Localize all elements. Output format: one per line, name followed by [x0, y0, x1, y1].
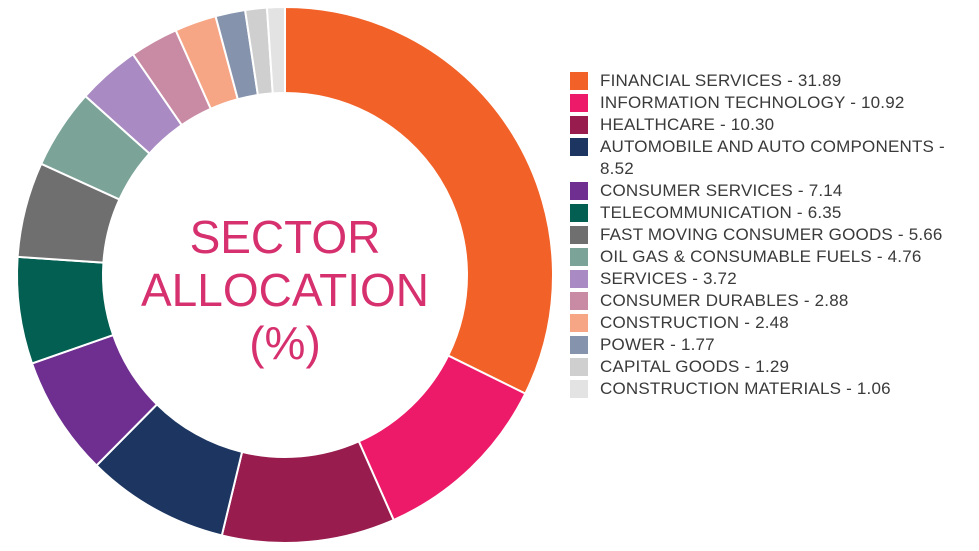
legend-value: 1.29 [755, 357, 790, 376]
legend-value: 1.06 [856, 379, 891, 398]
legend-swatch [570, 358, 588, 376]
legend-item: FAST MOVING CONSUMER GOODS - 5.66 [570, 224, 970, 246]
legend-label: CAPITAL GOODS - 1.29 [600, 357, 790, 376]
legend-label: FAST MOVING CONSUMER GOODS - 5.66 [600, 225, 943, 244]
legend-item: CONSUMER SERVICES - 7.14 [570, 180, 970, 202]
legend-category: CONSUMER DURABLES [600, 291, 799, 310]
legend-swatch [570, 380, 588, 398]
legend-label: FINANCIAL SERVICES - 31.89 [600, 71, 842, 90]
legend-item: FINANCIAL SERVICES - 31.89 [570, 70, 970, 92]
legend-swatch [570, 72, 588, 90]
legend-value: 10.30 [730, 115, 775, 134]
legend-label: CONSTRUCTION MATERIALS - 1.06 [600, 379, 891, 398]
legend-item: CONSTRUCTION MATERIALS - 1.06 [570, 378, 970, 400]
legend-item: CONSTRUCTION - 2.48 [570, 312, 970, 334]
donut-slice-13 [265, 5, 286, 95]
legend-swatch [570, 226, 588, 244]
legend-label: INFORMATION TECHNOLOGY - 10.92 [600, 93, 905, 112]
center-title-line-3: (%) [249, 317, 321, 369]
legend-category: CONSTRUCTION MATERIALS [600, 379, 842, 398]
legend-value: 4.76 [887, 247, 922, 266]
legend-category: CONSUMER SERVICES [600, 181, 793, 200]
legend-item: INFORMATION TECHNOLOGY - 10.92 [570, 92, 970, 114]
legend-item: HEALTHCARE - 10.30 [570, 114, 970, 136]
legend-label: TELECOMMUNICATION - 6.35 [600, 203, 842, 222]
legend-swatch [570, 204, 588, 222]
legend-label: CONSTRUCTION - 2.48 [600, 313, 789, 332]
legend-swatch [570, 138, 588, 156]
legend-item: AUTOMOBILE AND AUTO COMPONENTS - 8.52 [570, 136, 970, 180]
legend-label: OIL GAS & CONSUMABLE FUELS - 4.76 [600, 247, 922, 266]
legend-label: HEALTHCARE - 10.30 [600, 115, 775, 134]
legend-value: 6.35 [807, 203, 842, 222]
legend-label: POWER - 1.77 [600, 335, 715, 354]
legend-swatch [570, 94, 588, 112]
legend-category: CAPITAL GOODS [600, 357, 740, 376]
legend-label: SERVICES - 3.72 [600, 269, 737, 288]
center-title-line-2: ALLOCATION [141, 264, 429, 316]
legend-item: SERVICES - 3.72 [570, 268, 970, 290]
legend-label: CONSUMER SERVICES - 7.14 [600, 181, 843, 200]
legend-label: AUTOMOBILE AND AUTO COMPONENTS - 8.52 [600, 137, 945, 178]
legend-swatch [570, 270, 588, 288]
legend-category: SERVICES [600, 269, 688, 288]
donut-chart: SECTOR ALLOCATION (%) [16, 5, 554, 544]
center-title-line-1: SECTOR [190, 211, 381, 263]
legend-value: 5.66 [908, 225, 943, 244]
legend-swatch [570, 182, 588, 200]
legend-value: 1.77 [680, 335, 715, 354]
legend-item: CAPITAL GOODS - 1.29 [570, 356, 970, 378]
legend-value: 7.14 [808, 181, 843, 200]
legend-item: TELECOMMUNICATION - 6.35 [570, 202, 970, 224]
legend-category: INFORMATION TECHNOLOGY [600, 93, 846, 112]
legend-swatch [570, 116, 588, 134]
legend: FINANCIAL SERVICES - 31.89 INFORMATION TE… [570, 70, 970, 400]
legend-category: FINANCIAL SERVICES [600, 71, 783, 90]
donut-slice-0 [284, 5, 554, 395]
legend-category: CONSTRUCTION [600, 313, 740, 332]
legend-category: HEALTHCARE [600, 115, 716, 134]
legend-value: 2.88 [814, 291, 849, 310]
legend-item: POWER - 1.77 [570, 334, 970, 356]
legend-category: FAST MOVING CONSUMER GOODS [600, 225, 893, 244]
legend-value: 10.92 [860, 93, 905, 112]
legend-value: 31.89 [797, 71, 842, 90]
legend-label: CONSUMER DURABLES - 2.88 [600, 291, 849, 310]
legend-swatch [570, 336, 588, 354]
legend-category: POWER [600, 335, 666, 354]
legend-value: 8.52 [600, 159, 634, 178]
legend-swatch [570, 292, 588, 310]
legend-category: TELECOMMUNICATION [600, 203, 792, 222]
donut-slices [16, 5, 554, 544]
legend-swatch [570, 248, 588, 266]
legend-item: CONSUMER DURABLES - 2.88 [570, 290, 970, 312]
legend-category: AUTOMOBILE AND AUTO COMPONENTS [600, 137, 935, 156]
legend-category: OIL GAS & CONSUMABLE FUELS [600, 247, 872, 266]
legend-swatch [570, 314, 588, 332]
legend-value: 3.72 [702, 269, 737, 288]
legend-value: 2.48 [755, 313, 789, 332]
legend-item: OIL GAS & CONSUMABLE FUELS - 4.76 [570, 246, 970, 268]
